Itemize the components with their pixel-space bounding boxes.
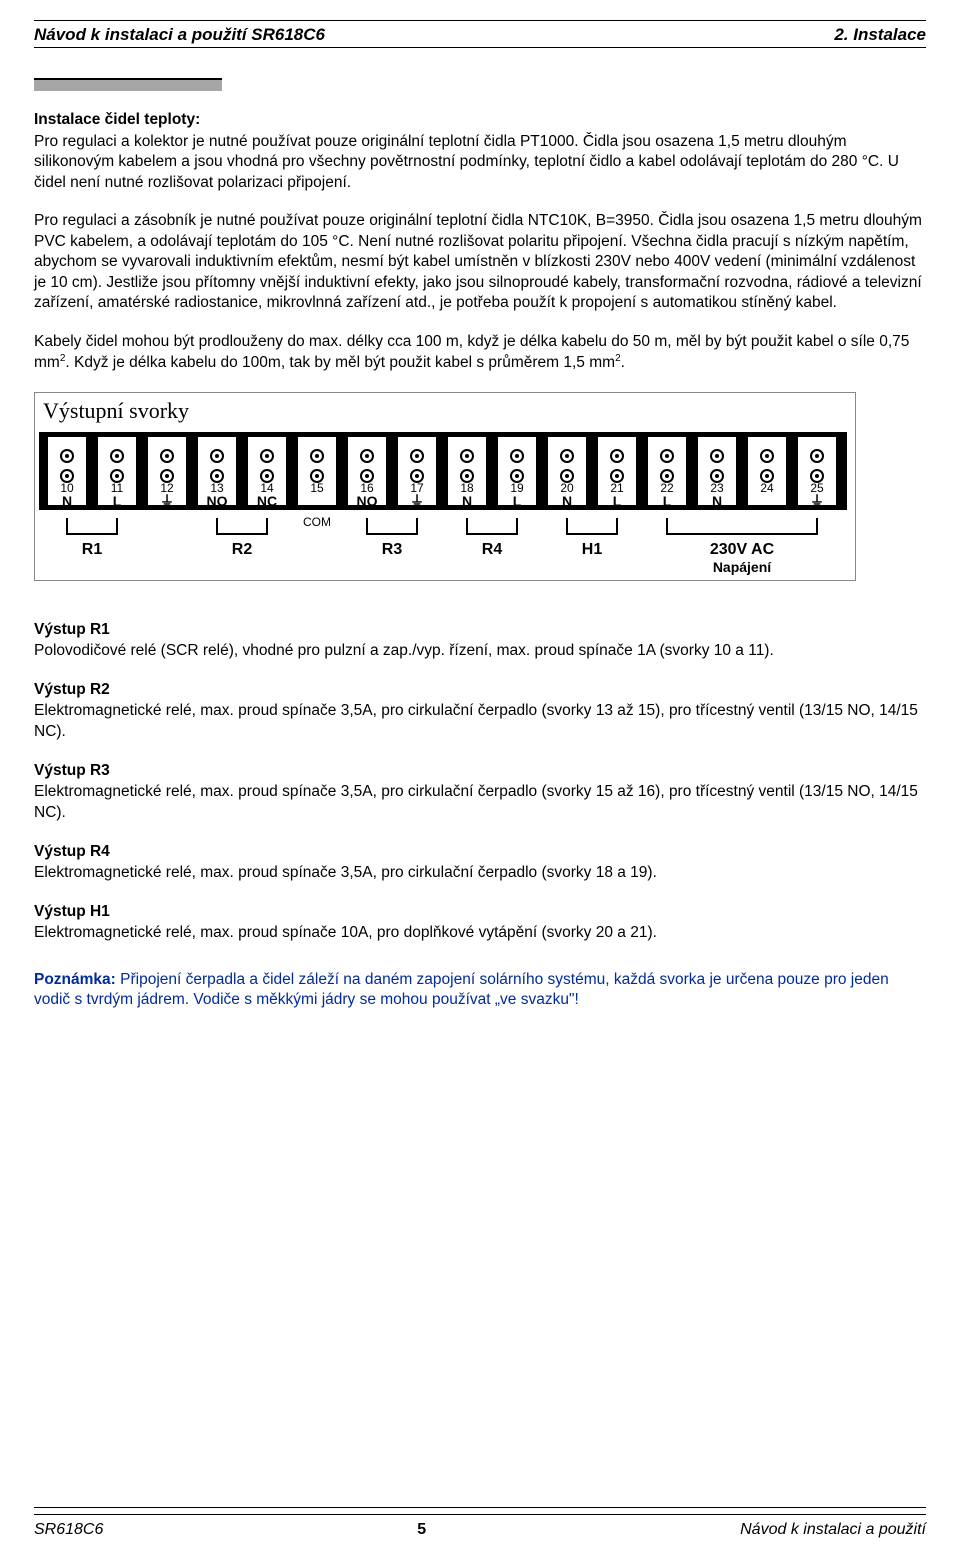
svg-text:NO: NO bbox=[357, 493, 378, 509]
svg-text:⏚: ⏚ bbox=[410, 493, 424, 509]
svg-text:R1: R1 bbox=[82, 541, 103, 558]
output-text: Elektromagnetické relé, max. proud spína… bbox=[34, 782, 926, 823]
page-number: 5 bbox=[417, 1521, 426, 1539]
terminal-caption: Výstupní svorky bbox=[37, 395, 853, 426]
svg-text:⏚: ⏚ bbox=[810, 493, 824, 509]
output-block-3: Výstup R4 Elektromagnetické relé, max. pr… bbox=[34, 843, 926, 883]
svg-text:24: 24 bbox=[760, 481, 774, 495]
svg-text:NO: NO bbox=[207, 493, 228, 509]
paragraph-2: Pro regulaci a zásobník je nutné používa… bbox=[34, 211, 926, 313]
output-block-0: Výstup R1 Polovodičové relé (SCR relé), v… bbox=[34, 621, 926, 661]
svg-text:L: L bbox=[113, 493, 122, 509]
page-footer: SR618C6 5 Návod k instalaci a použití bbox=[34, 1507, 926, 1539]
output-text: Elektromagnetické relé, max. proud spína… bbox=[34, 923, 926, 943]
svg-text:⏚: ⏚ bbox=[160, 493, 174, 509]
output-label: Výstup R2 bbox=[34, 681, 926, 699]
svg-text:Napájení: Napájení bbox=[713, 559, 772, 575]
footer-left: SR618C6 bbox=[34, 1521, 103, 1539]
output-block-4: Výstup H1 Elektromagnetické relé, max. pr… bbox=[34, 903, 926, 943]
page-header: Návod k instalaci a použití SR618C6 2. I… bbox=[34, 25, 926, 45]
output-label: Výstup R3 bbox=[34, 762, 926, 780]
svg-text:COM: COM bbox=[303, 515, 331, 529]
note-label: Poznámka: bbox=[34, 971, 116, 988]
paragraph-1: Pro regulaci a kolektor je nutné používa… bbox=[34, 132, 926, 193]
svg-text:NC: NC bbox=[257, 493, 277, 509]
svg-text:N: N bbox=[562, 493, 572, 509]
svg-text:R4: R4 bbox=[482, 541, 503, 558]
terminal-svg: 10N11L12⏚13NO14NC1516NO17⏚18N19L20N21L22… bbox=[37, 426, 849, 576]
svg-text:L: L bbox=[513, 493, 522, 509]
svg-text:L: L bbox=[663, 493, 672, 509]
output-label: Výstup R4 bbox=[34, 843, 926, 861]
output-text: Elektromagnetické relé, max. proud spína… bbox=[34, 701, 926, 742]
output-text: Elektromagnetické relé, max. proud spína… bbox=[34, 863, 926, 883]
svg-text:15: 15 bbox=[310, 481, 324, 495]
output-block-2: Výstup R3 Elektromagnetické relé, max. pr… bbox=[34, 762, 926, 823]
svg-text:H1: H1 bbox=[582, 541, 603, 558]
svg-text:N: N bbox=[712, 493, 722, 509]
output-label: Výstup H1 bbox=[34, 903, 926, 921]
footer-right: Návod k instalaci a použití bbox=[740, 1521, 926, 1539]
section-title: Instalace čidel teploty: bbox=[34, 111, 926, 129]
header-left: Návod k instalaci a použití SR618C6 bbox=[34, 25, 325, 45]
output-block-1: Výstup R2 Elektromagnetické relé, max. pr… bbox=[34, 681, 926, 742]
header-right: 2. Instalace bbox=[834, 25, 926, 45]
svg-text:R2: R2 bbox=[232, 541, 253, 558]
note: Poznámka: Připojení čerpadla a čidel zál… bbox=[34, 970, 926, 1011]
svg-text:N: N bbox=[62, 493, 72, 509]
output-text: Polovodičové relé (SCR relé), vhodné pro… bbox=[34, 641, 926, 661]
terminal-diagram: Výstupní svorky 10N11L12⏚13NO14NC1516NO1… bbox=[34, 392, 856, 581]
svg-text:230V AC: 230V AC bbox=[710, 541, 775, 558]
paragraph-3: Kabely čidel mohou být prodlouženy do ma… bbox=[34, 332, 926, 374]
note-text: Připojení čerpadla a čidel záleží na dan… bbox=[34, 971, 889, 1008]
svg-text:R3: R3 bbox=[382, 541, 403, 558]
section-accent bbox=[34, 78, 222, 91]
svg-text:L: L bbox=[613, 493, 622, 509]
svg-text:N: N bbox=[462, 493, 472, 509]
output-label: Výstup R1 bbox=[34, 621, 926, 639]
